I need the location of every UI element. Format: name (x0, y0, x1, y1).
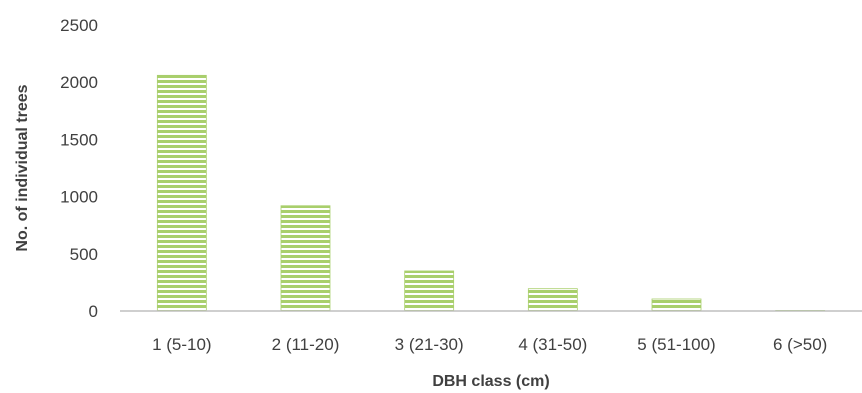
bar (651, 298, 702, 312)
y-tick-label: 1000 (60, 188, 98, 207)
x-tick-label: 2 (11-20) (272, 335, 340, 354)
x-tick-label: 5 (51-100) (637, 335, 715, 354)
y-tick-label: 2000 (60, 73, 98, 92)
x-axis-title: DBH class (cm) (432, 373, 549, 390)
y-tick-label: 500 (70, 245, 98, 264)
bar (404, 270, 455, 312)
x-axis-ticks: 1 (5-10) 2 (11-20) 3 (21-30) 4 (31-50) 5 (51… (152, 335, 827, 354)
x-tick-label: 6 (>50) (773, 335, 827, 354)
bars (156, 74, 826, 312)
x-tick-label: 3 (21-30) (395, 335, 464, 354)
bar (156, 74, 207, 312)
y-tick-label: 1500 (60, 130, 98, 149)
y-tick-label: 2500 (60, 16, 98, 35)
bar (280, 205, 331, 312)
y-axis-title: No. of individual trees (14, 84, 31, 251)
x-tick-label: 4 (31-50) (518, 335, 587, 354)
y-tick-label: 0 (89, 302, 98, 321)
y-axis-ticks: 0 500 1000 1500 2000 2500 (60, 16, 98, 321)
x-tick-label: 1 (5-10) (152, 335, 212, 354)
bar (527, 288, 578, 312)
